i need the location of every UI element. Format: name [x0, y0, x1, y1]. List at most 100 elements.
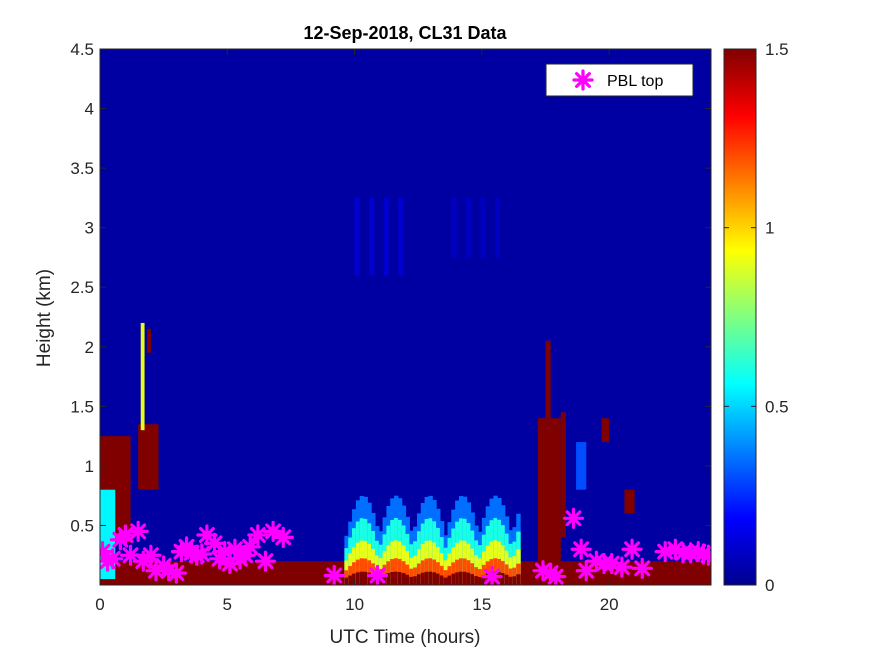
pbl-top-marker — [611, 556, 633, 578]
plume-cell — [481, 574, 487, 585]
pbl-top-marker — [545, 566, 567, 585]
pbl-top-marker — [247, 524, 269, 546]
cloud-block — [624, 489, 635, 514]
colorbar-tick-label: 1 — [765, 219, 774, 238]
plume-cell — [443, 570, 449, 585]
x-tick-label: 20 — [600, 595, 619, 614]
pbl-top-marker — [562, 507, 585, 529]
plume-cell — [344, 577, 349, 585]
plume-cell — [409, 576, 414, 585]
pbl-top-marker — [366, 564, 389, 585]
plume-cell — [416, 574, 422, 585]
pbl-top-marker — [272, 526, 294, 548]
faint-layer-streak — [494, 197, 501, 258]
pbl-top-marker — [102, 548, 124, 570]
plume-cell — [348, 575, 353, 585]
pbl-top-marker — [570, 538, 592, 560]
y-tick-label: 1.5 — [70, 397, 94, 416]
y-tick-label: 2.5 — [70, 278, 94, 297]
x-tick-label: 15 — [472, 595, 491, 614]
cloud-block — [138, 424, 159, 490]
plume-cell — [424, 571, 430, 585]
plume-cell — [462, 571, 468, 585]
plume-cell — [413, 567, 418, 585]
colorbar-tick-label: 0 — [765, 576, 774, 595]
pbl-top-marker — [165, 562, 187, 584]
pbl-top-marker — [481, 566, 503, 585]
plume-cell — [436, 573, 441, 585]
heatmap-background — [100, 49, 711, 585]
faint-layer-streak — [480, 197, 486, 258]
plume-cell — [355, 572, 361, 585]
chart-title: 12-Sep-2018, CL31 Data — [303, 23, 507, 43]
cloud-block — [140, 322, 145, 431]
plot-frame — [99, 48, 712, 586]
colorbar-tick-label: 1.5 — [765, 40, 789, 59]
plume-cell — [516, 574, 521, 585]
plume-cell — [397, 571, 403, 585]
plume-cell — [386, 573, 391, 585]
plume-cell — [359, 571, 365, 585]
colorbar-tick-label: 0.5 — [765, 397, 789, 416]
faint-layer-streak — [354, 197, 360, 276]
plume-cell — [428, 571, 433, 585]
plume-cell — [382, 574, 388, 585]
pbl-top-marker — [254, 550, 277, 572]
legend-label-pbl-top: PBL top — [607, 73, 663, 90]
legend-marker-pbl-top — [572, 69, 594, 91]
plume-cell — [478, 577, 483, 585]
plume-cell — [447, 575, 452, 585]
faint-layer-streak — [451, 197, 457, 258]
plume-cell — [405, 574, 410, 585]
plume-cell — [478, 569, 483, 585]
y-tick-label: 4 — [85, 100, 94, 119]
plume-cell — [443, 577, 449, 585]
x-tick-label: 10 — [345, 595, 364, 614]
cloud-block — [537, 418, 561, 562]
legend: PBL top — [545, 63, 694, 97]
plume-cell — [394, 558, 399, 585]
plume-cell — [508, 576, 514, 585]
plume-cell — [390, 572, 395, 585]
colorbar: 0 0.5 1 1.5 — [723, 40, 789, 595]
x-axis-label: UTC Time (hours) — [330, 627, 481, 648]
cloud-block — [545, 340, 551, 419]
pbl-top-marker — [191, 543, 213, 565]
faint-layer-streak — [398, 197, 404, 276]
pbl-top-marker — [631, 557, 653, 579]
plume-cell — [394, 571, 399, 585]
cloud-block — [576, 442, 587, 490]
x-tick-label: 0 — [95, 595, 104, 614]
cloud-block — [601, 418, 610, 443]
plume-cell — [367, 572, 372, 585]
x-axis-ticks: 0 5 10 15 20 — [95, 49, 619, 614]
y-axis-ticks: 0.5 1 1.5 2 2.5 3 3.5 4 4.5 — [70, 40, 711, 535]
plume-cell — [455, 572, 460, 585]
pbl-top-marker — [114, 524, 137, 546]
pbl-top-marker — [697, 544, 711, 566]
y-tick-label: 0.5 — [70, 516, 94, 535]
plume-cell — [458, 571, 464, 585]
plume-cell — [500, 561, 506, 585]
plume-cell — [458, 558, 464, 585]
x-tick-label: 5 — [223, 595, 232, 614]
legend-marker-asterisk — [572, 69, 594, 91]
cloud-block — [147, 328, 151, 353]
pbl-top-marker — [621, 538, 643, 560]
plume-cell — [439, 575, 445, 585]
y-axis-label: Height (km) — [34, 269, 55, 367]
cloud-block — [560, 412, 566, 538]
colorbar-ticks: 0 0.5 1 1.5 — [724, 40, 789, 595]
faint-layer-streak — [369, 197, 375, 276]
plume-cell — [474, 576, 479, 585]
pbl-top-marker — [127, 520, 149, 543]
pbl-top-marker — [140, 544, 162, 566]
plume-cell — [504, 574, 510, 585]
plume-cell — [432, 572, 437, 585]
plume-cell — [470, 574, 475, 585]
y-tick-label: 4.5 — [70, 40, 94, 59]
plume-cell — [497, 571, 502, 585]
plume-cell — [512, 576, 517, 585]
colorbar-gradient — [723, 48, 757, 586]
